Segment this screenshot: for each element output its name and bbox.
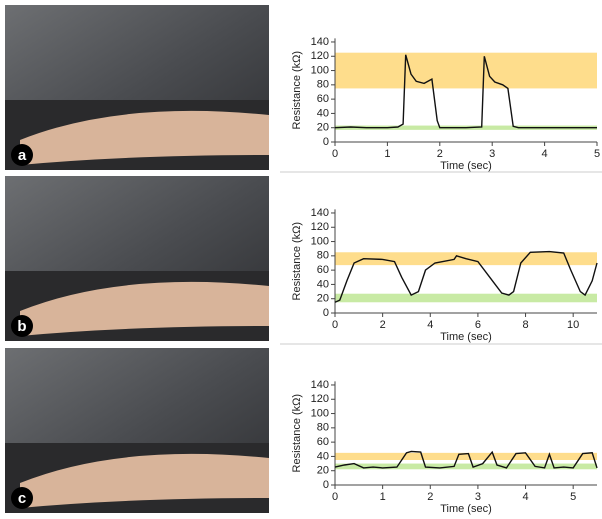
x-tick-label: 0 [332,491,338,503]
x-tick-label: 6 [475,319,481,331]
y-tick-label: 100 [311,235,329,247]
y-tick-label: 80 [317,250,329,262]
y-tick-label: 20 [317,293,329,305]
panel-label: b [17,318,26,335]
y-tick-label: 140 [311,36,329,48]
y-tick-label: 0 [323,479,329,491]
y-tick-label: 40 [317,450,329,462]
x-axis-label: Time (sec) [440,160,492,172]
x-axis-label: Time (sec) [440,503,492,515]
x-tick-label: 0 [332,319,338,331]
y-tick-label: 120 [311,393,329,405]
y-tick-label: 40 [317,278,329,290]
x-axis-label: Time (sec) [440,331,492,343]
x-tick-label: 4 [522,491,528,503]
y-tick-label: 140 [311,379,329,391]
x-tick-label: 3 [475,491,481,503]
y-tick-label: 120 [311,221,329,233]
y-tick-label: 140 [311,207,329,219]
y-tick-label: 80 [317,422,329,434]
x-tick-label: 2 [437,148,443,160]
y-axis-label: Resistance (kΩ) [291,51,303,130]
x-tick-label: 5 [570,491,576,503]
band [335,53,597,89]
figure: a020406080100120140012345Time (sec)Resis… [0,0,602,519]
y-tick-label: 100 [311,64,329,76]
band [335,294,597,303]
x-tick-label: 5 [594,148,600,160]
y-tick-label: 100 [311,407,329,419]
x-tick-label: 4 [542,148,548,160]
y-tick-label: 40 [317,107,329,119]
y-tick-label: 0 [323,136,329,148]
panel-label: c [18,490,26,507]
y-tick-label: 0 [323,307,329,319]
y-tick-label: 60 [317,264,329,276]
panel-label: a [18,147,27,164]
y-tick-label: 60 [317,436,329,448]
x-tick-label: 2 [427,491,433,503]
y-tick-label: 80 [317,79,329,91]
x-tick-label: 3 [489,148,495,160]
x-tick-label: 4 [427,319,433,331]
x-tick-label: 1 [380,491,386,503]
y-axis-label: Resistance (kΩ) [291,222,303,301]
x-tick-label: 2 [380,319,386,331]
x-tick-label: 10 [567,319,579,331]
band [335,464,597,470]
y-tick-label: 20 [317,122,329,134]
y-tick-label: 120 [311,50,329,62]
x-tick-label: 1 [384,148,390,160]
x-tick-label: 8 [522,319,528,331]
y-tick-label: 60 [317,93,329,105]
y-axis-label: Resistance (kΩ) [291,394,303,473]
x-tick-label: 0 [332,148,338,160]
y-tick-label: 20 [317,465,329,477]
